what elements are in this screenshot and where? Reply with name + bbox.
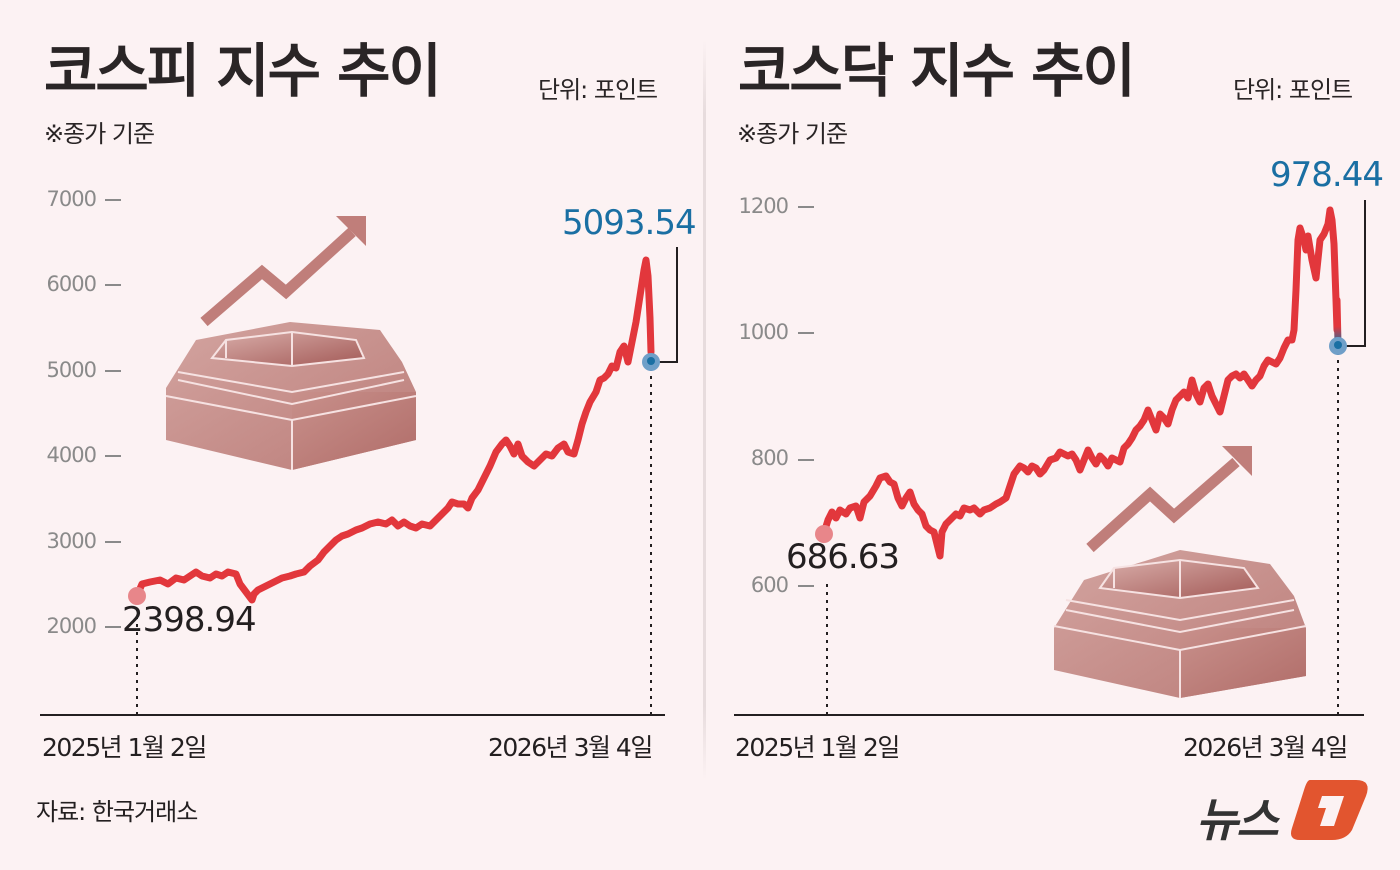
kosdaq-line-end-fade	[1333, 296, 1342, 348]
tick-mark	[105, 541, 121, 543]
kosdaq-start-value: 686.63	[786, 537, 900, 577]
tick-mark	[105, 284, 121, 286]
kosdaq-start-date: 2025년 1월 2일	[735, 733, 900, 762]
kosdaq-end-leader	[1346, 200, 1366, 347]
y-tick: 4000	[46, 443, 97, 467]
news1-logo-icon	[1291, 780, 1368, 840]
kospi-illustration-icon	[165, 216, 417, 470]
kospi-end-marker	[647, 357, 655, 365]
y-tick: 1200	[738, 194, 789, 218]
kosdaq-start-marker	[815, 525, 833, 543]
kosdaq-title: 코스닥 지수 추이	[738, 37, 1136, 105]
y-tick: 7000	[46, 187, 97, 211]
kosdaq-illustration-icon	[1053, 446, 1307, 698]
kospi-end-leader	[659, 247, 678, 363]
y-tick: 5000	[46, 358, 97, 382]
y-tick: 3000	[46, 529, 97, 553]
kospi-line	[133, 256, 655, 604]
kosdaq-end-date: 2026년 3월 4일	[1183, 733, 1348, 762]
y-tick: 600	[750, 573, 789, 597]
tick-mark	[798, 332, 814, 334]
kospi-note: ※종가 기준	[44, 120, 155, 148]
y-tick: 800	[750, 446, 789, 470]
tick-mark	[105, 626, 121, 628]
kospi-title: 코스피 지수 추이	[44, 37, 442, 105]
kosdaq-end-value: 978.44	[1270, 155, 1384, 195]
y-tick: 2000	[46, 614, 97, 638]
kospi-start-marker	[128, 587, 146, 605]
kosdaq-end-marker	[1334, 341, 1342, 349]
tick-mark	[798, 206, 814, 208]
tick-mark	[798, 459, 814, 461]
kospi-start-date: 2025년 1월 2일	[42, 733, 207, 762]
tick-mark	[105, 199, 121, 201]
kospi-end-value: 5093.54	[562, 203, 697, 243]
y-tick: 6000	[46, 272, 97, 296]
panel-divider	[703, 40, 706, 780]
news1-logo-text: 뉴스	[1196, 793, 1279, 847]
kospi-start-value: 2398.94	[122, 600, 257, 640]
kospi-unit: 단위: 포인트	[538, 76, 658, 104]
kosdaq-line	[820, 206, 1341, 560]
y-tick: 1000	[738, 320, 789, 344]
kosdaq-note: ※종가 기준	[737, 120, 848, 148]
tick-mark	[105, 455, 121, 457]
tick-mark	[798, 585, 814, 587]
kospi-end-date: 2026년 3월 4일	[488, 733, 653, 762]
source-note: 자료: 한국거래소	[36, 798, 198, 826]
kosdaq-unit: 단위: 포인트	[1233, 76, 1353, 104]
tick-mark	[105, 370, 121, 372]
